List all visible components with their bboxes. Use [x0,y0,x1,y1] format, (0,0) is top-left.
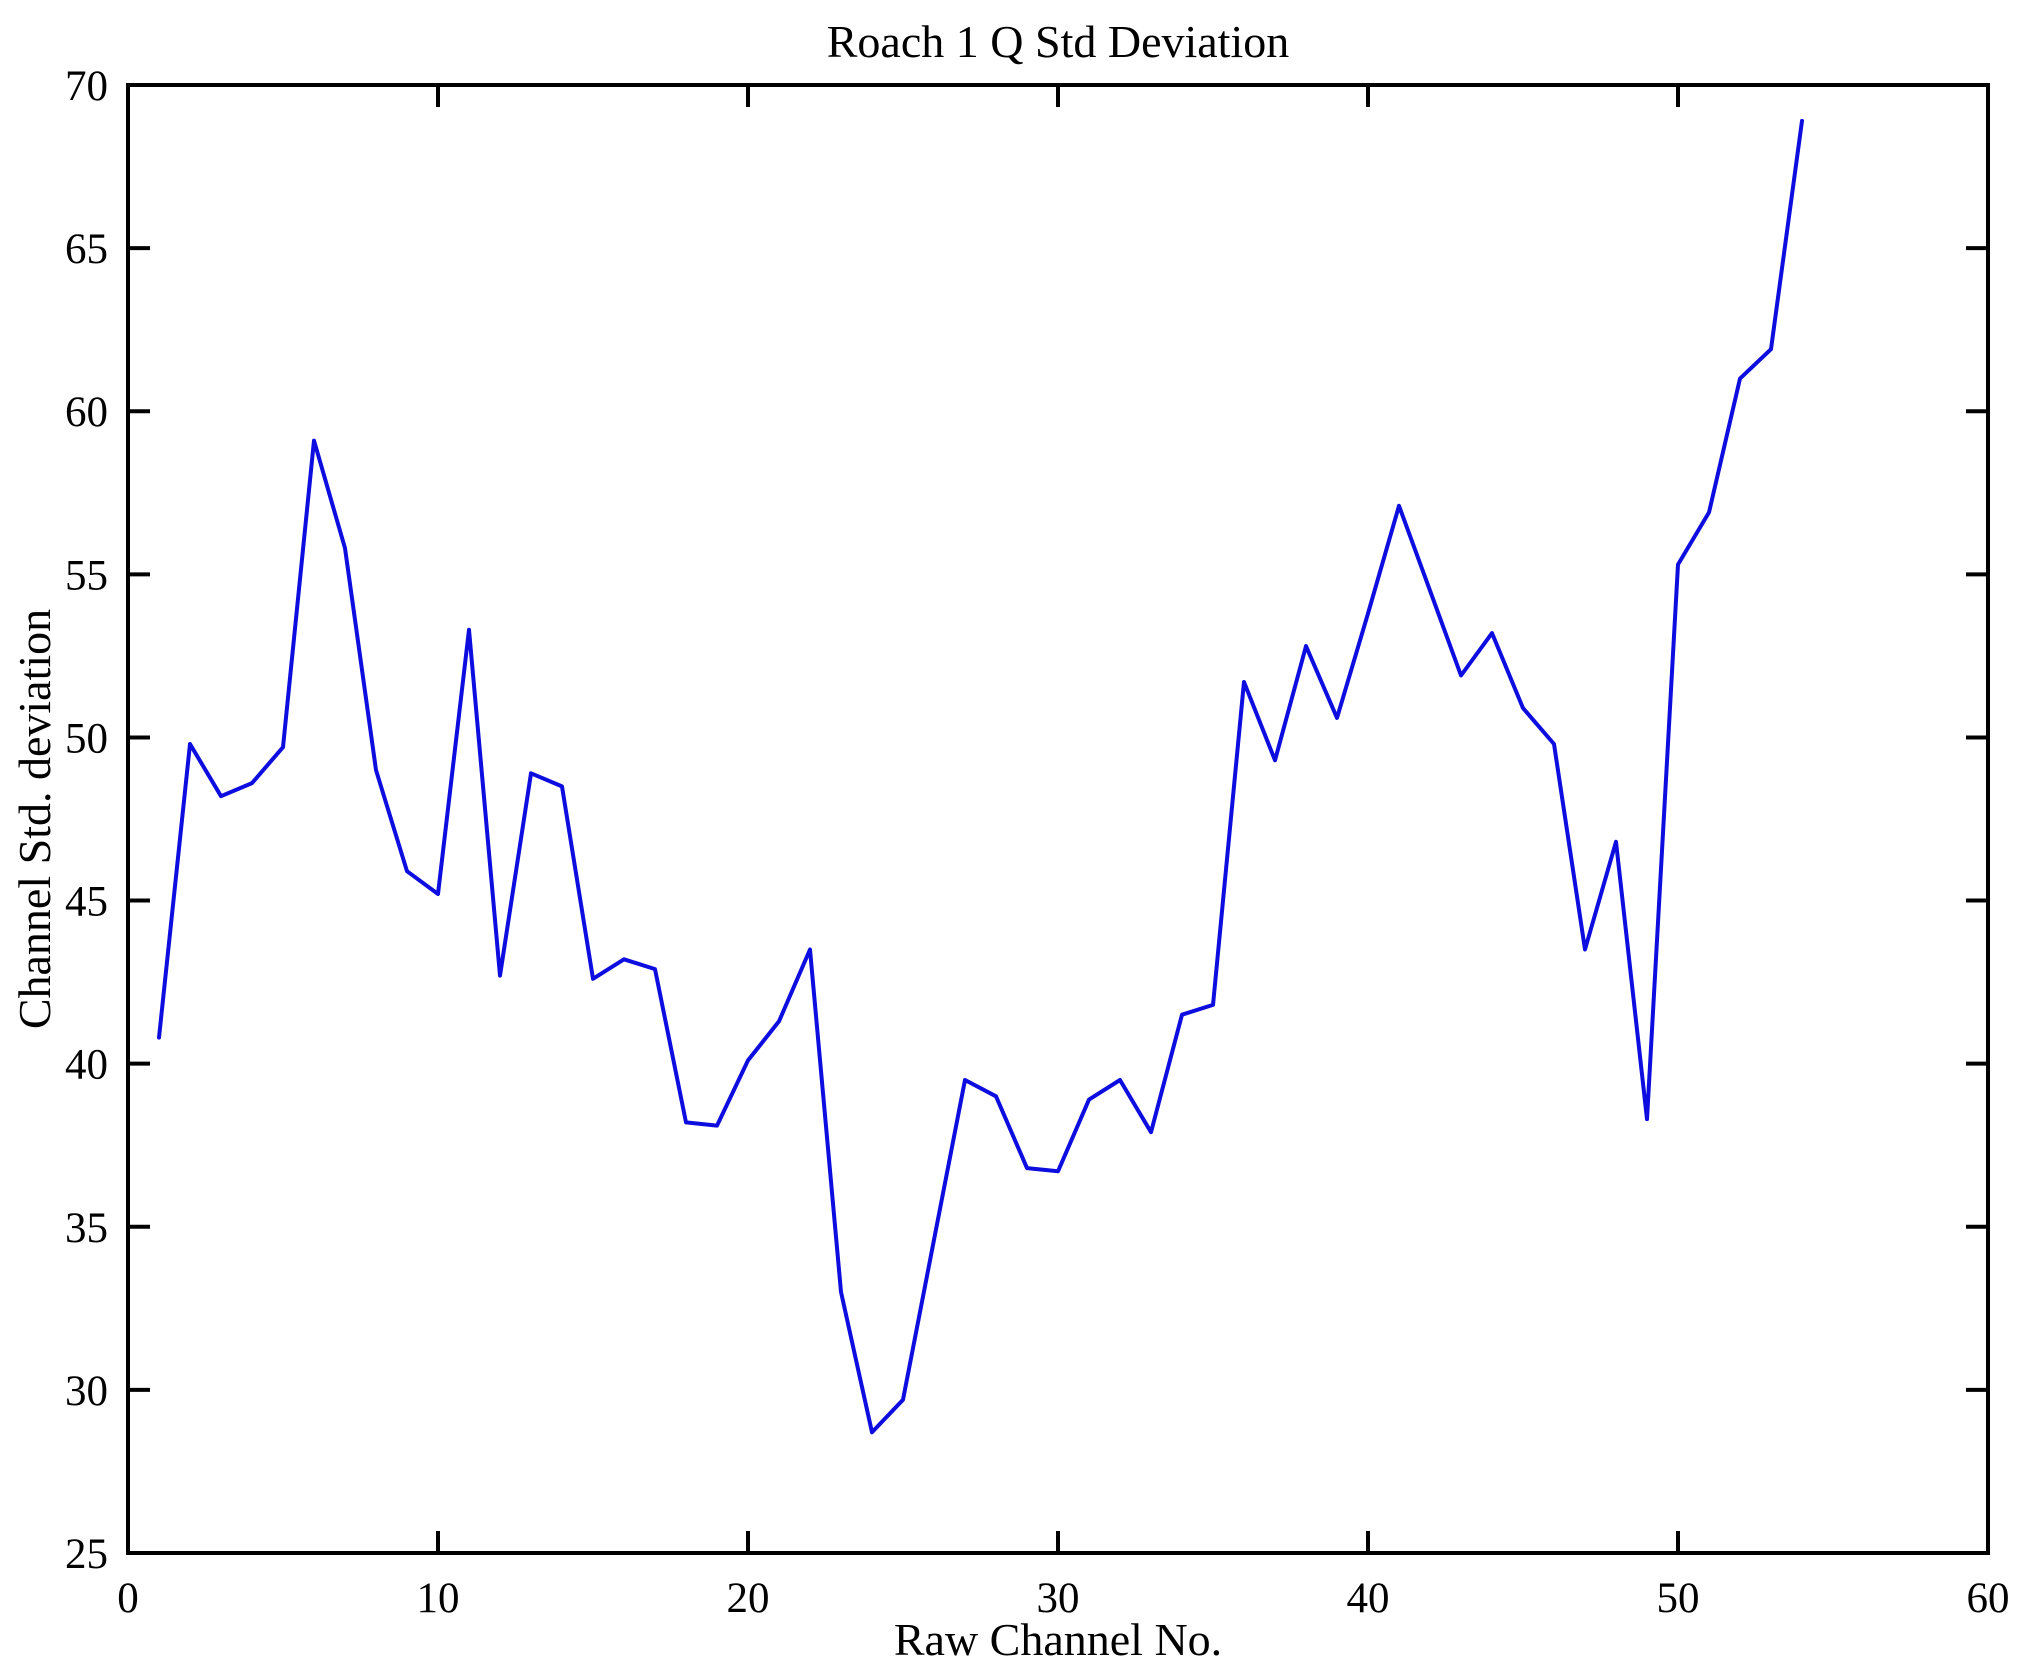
x-tick-label: 40 [1347,1575,1390,1622]
x-tick-label: 30 [1037,1575,1080,1622]
y-tick-label: 50 [65,715,108,762]
y-tick-label: 70 [65,63,108,110]
x-tick-label: 50 [1657,1575,1700,1622]
y-tick-label: 30 [65,1368,108,1415]
x-tick-label: 10 [417,1575,460,1622]
axis-ticks [126,83,1990,1555]
x-axis-label: Raw Channel No. [894,1614,1222,1665]
plot-frame [126,83,1990,1555]
y-tick-label: 65 [65,226,108,273]
y-tick-label: 45 [65,879,108,926]
y-tick-label: 25 [65,1531,108,1578]
chart-title: Roach 1 Q Std Deviation [827,16,1290,67]
data-line-series [157,118,1804,1435]
y-tick-label: 35 [65,1205,108,1252]
y-tick-label: 40 [65,1042,108,1089]
y-axis-label: Channel Std. deviation [9,609,60,1029]
x-tick-label: 0 [117,1575,139,1622]
axis-tick-labels: 0 10 20 30 40 50 60 25 30 35 40 45 50 55 60 65 70 [65,63,2010,1622]
y-tick-label: 60 [65,389,108,436]
x-tick-label: 60 [1967,1575,2010,1622]
y-tick-label: 55 [65,552,108,599]
x-tick-label: 20 [727,1575,770,1622]
